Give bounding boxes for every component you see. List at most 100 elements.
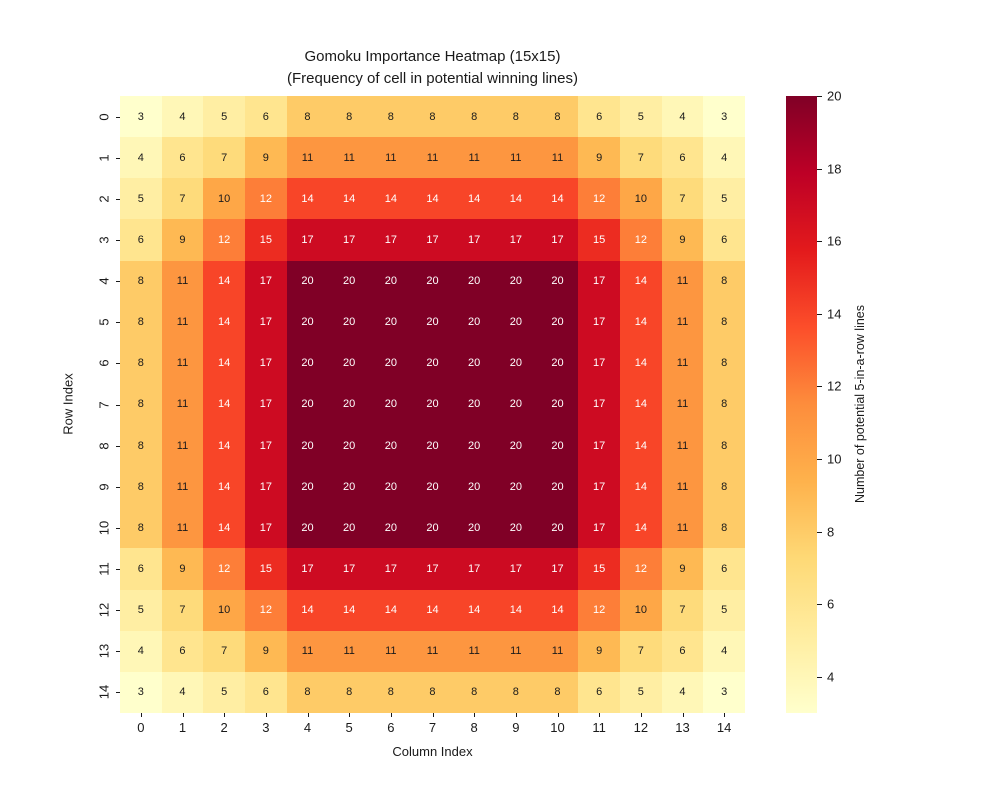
heatmap-cell-r3-c9: 17 — [495, 219, 537, 261]
heatmap-cell-r11-c3: 15 — [245, 548, 287, 590]
heatmap-cell-r8-c6: 20 — [370, 425, 412, 467]
heatmap-cell-r10-c2: 14 — [203, 507, 245, 549]
heatmap-cell-r14-c12: 5 — [620, 671, 662, 713]
x-tick-mark — [307, 713, 309, 717]
heatmap-cell-r5-c12: 14 — [620, 301, 662, 343]
y-tick-label-14: 14 — [96, 685, 112, 700]
heatmap-cell-r4-c5: 20 — [328, 260, 370, 302]
y-tick-mark — [116, 692, 120, 694]
y-tick-label-4: 4 — [96, 277, 112, 285]
heatmap-cell-r7-c0: 8 — [120, 383, 162, 426]
heatmap-cell-r11-c12: 12 — [620, 548, 662, 590]
heatmap-cell-r5-c14: 8 — [703, 301, 745, 343]
heatmap-cell-r11-c2: 12 — [203, 548, 245, 590]
heatmap-cell-r9-c5: 20 — [328, 466, 370, 508]
heatmap-cell-r9-c4: 20 — [286, 466, 329, 508]
heatmap-cell-r4-c1: 11 — [161, 260, 204, 302]
heatmap-cell-r11-c1: 9 — [161, 548, 204, 590]
heatmap-cell-r7-c13: 11 — [661, 383, 704, 426]
heatmap-cell-r4-c6: 20 — [370, 260, 412, 302]
heatmap-cell-r6-c12: 14 — [620, 342, 662, 384]
heatmap-cell-r6-c5: 20 — [328, 342, 370, 384]
heatmap-cell-r7-c7: 20 — [411, 383, 454, 426]
heatmap-cell-r4-c10: 20 — [536, 260, 579, 302]
heatmap-cell-r5-c7: 20 — [411, 301, 454, 343]
heatmap-cell-r3-c7: 17 — [411, 219, 454, 261]
heatmap-cell-r8-c8: 20 — [453, 425, 495, 467]
heatmap-cell-r1-c6: 11 — [370, 137, 412, 179]
colorbar-tick-mark — [817, 531, 822, 533]
heatmap-cell-r13-c4: 11 — [286, 630, 329, 672]
heatmap-cell-r0-c12: 5 — [620, 96, 662, 138]
heatmap-cell-r2-c14: 5 — [703, 178, 745, 220]
heatmap-cell-r9-c12: 14 — [620, 466, 662, 508]
colorbar-tick-mark — [817, 676, 822, 678]
heatmap-cell-r4-c3: 17 — [245, 260, 287, 302]
heatmap-cell-r1-c14: 4 — [703, 137, 745, 179]
y-tick-mark — [116, 610, 120, 612]
heatmap-cell-r10-c11: 17 — [578, 507, 620, 549]
heatmap-cell-r9-c3: 17 — [245, 466, 287, 508]
x-tick-mark — [349, 713, 351, 717]
heatmap-cell-r3-c13: 9 — [661, 219, 704, 261]
heatmap-cell-r0-c4: 8 — [286, 96, 329, 138]
heatmap-cell-r7-c6: 20 — [370, 383, 412, 426]
heatmap-cell-r14-c13: 4 — [661, 671, 704, 713]
heatmap-cell-r1-c0: 4 — [120, 137, 162, 179]
heatmap-cell-r14-c1: 4 — [161, 671, 204, 713]
y-tick-mark — [116, 486, 120, 488]
heatmap-cell-r0-c3: 6 — [245, 96, 287, 138]
heatmap-cell-r13-c11: 9 — [578, 630, 620, 672]
y-tick-mark — [116, 322, 120, 324]
heatmap-cell-r9-c0: 8 — [120, 466, 162, 508]
heatmap-cell-r6-c11: 17 — [578, 342, 620, 384]
y-tick-label-10: 10 — [96, 520, 112, 536]
heatmap-cell-r12-c3: 12 — [245, 589, 287, 631]
heatmap-cell-r12-c2: 10 — [203, 589, 245, 631]
x-tick-mark — [682, 713, 684, 717]
heatmap-cell-r2-c10: 14 — [536, 178, 579, 220]
heatmap-cell-r9-c7: 20 — [411, 466, 454, 508]
heatmap-cell-r14-c6: 8 — [370, 671, 412, 713]
heatmap-cell-r8-c12: 14 — [620, 425, 662, 467]
heatmap-cell-r4-c8: 20 — [453, 260, 495, 302]
x-tick-label-6: 6 — [387, 720, 395, 735]
heatmap-cell-r12-c8: 14 — [453, 589, 495, 631]
heatmap-cell-r2-c3: 12 — [245, 178, 287, 220]
heatmap-cell-r12-c5: 14 — [328, 589, 370, 631]
heatmap-cell-r13-c7: 11 — [411, 630, 454, 672]
heatmap-cell-r10-c12: 14 — [620, 507, 662, 549]
heatmap-cell-r0-c9: 8 — [495, 96, 537, 138]
y-tick-label-13: 13 — [96, 644, 112, 659]
heatmap-cell-r2-c9: 14 — [495, 178, 537, 220]
heatmap-cell-r12-c9: 14 — [495, 589, 537, 631]
heatmap-cell-r14-c14: 3 — [703, 671, 745, 713]
heatmap-cell-r1-c10: 11 — [536, 137, 579, 179]
heatmap-cell-r6-c9: 20 — [495, 342, 537, 384]
y-tick-label-12: 12 — [96, 602, 112, 618]
heatmap-cell-r10-c8: 20 — [453, 507, 495, 549]
heatmap-cell-r9-c6: 20 — [370, 466, 412, 508]
x-tick-label-3: 3 — [262, 720, 270, 735]
heatmap-cell-r8-c11: 17 — [578, 425, 620, 467]
heatmap-cell-r12-c1: 7 — [161, 589, 204, 631]
y-tick-mark — [116, 527, 120, 529]
heatmap-cell-r1-c1: 6 — [161, 137, 204, 179]
heatmap-cell-r4-c13: 11 — [661, 260, 704, 302]
heatmap-cell-r4-c7: 20 — [411, 260, 454, 302]
heatmap-cell-r1-c8: 11 — [453, 137, 495, 179]
x-tick-label-1: 1 — [178, 720, 187, 735]
heatmap-cell-r12-c14: 5 — [703, 589, 745, 631]
heatmap-cell-r2-c13: 7 — [661, 178, 704, 220]
heatmap-cell-r11-c4: 17 — [286, 548, 329, 590]
y-tick-mark — [116, 363, 120, 365]
y-tick-label-7: 7 — [96, 400, 112, 409]
heatmap-cell-r4-c14: 8 — [703, 260, 745, 302]
x-tick-mark — [182, 713, 184, 717]
heatmap-cell-r7-c5: 20 — [328, 383, 370, 426]
heatmap-cell-r12-c0: 5 — [120, 589, 162, 631]
heatmap-cell-r14-c4: 8 — [286, 671, 329, 713]
heatmap-cell-r9-c9: 20 — [495, 466, 537, 508]
y-tick-mark — [116, 569, 120, 571]
